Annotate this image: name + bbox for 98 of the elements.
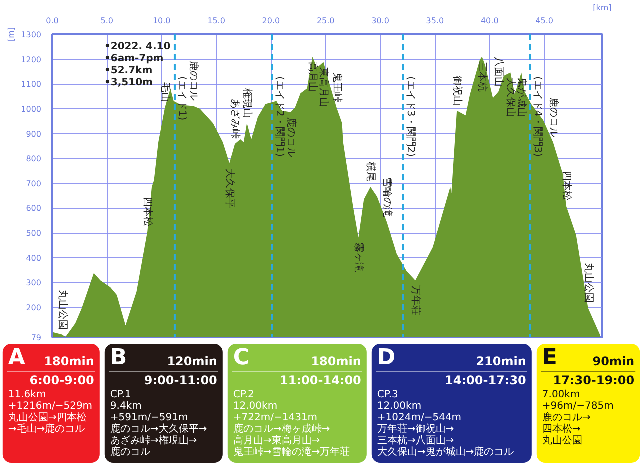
text: 丸山公園 [542, 436, 582, 446]
annotation: 毛山 [160, 82, 172, 103]
x-axis-title: [km] [593, 4, 612, 12]
annotation: •3,510m [104, 78, 153, 88]
category-label: E [542, 346, 558, 370]
y-tick-label: 700 [26, 179, 42, 188]
text: 鹿のコル→ [542, 412, 591, 424]
text: 9:00-11:00 [144, 374, 218, 388]
text: +722m/−1431m [233, 412, 318, 424]
text: 鹿のコル→大久保平→ [110, 424, 208, 435]
text: 14:00-17:30 [445, 374, 526, 388]
annotation: 丸山公園 [56, 290, 69, 330]
annotation: 御祝山 [452, 76, 464, 106]
text: 高月山→東高月山→ [233, 436, 320, 446]
annotation: 高月山 [307, 62, 320, 92]
text: 17:30-19:00 [553, 374, 635, 388]
text: 鬼王峠→雪輪の滝→万年荘 [233, 447, 350, 458]
text: CP.2 [233, 390, 254, 400]
text: 鹿のコル→梅ヶ成峠→ [233, 424, 330, 435]
x-tick-label: 15.0 [208, 16, 226, 26]
y-tick-label: 79 [31, 334, 42, 342]
text: 三本杭→八面山→ [377, 436, 454, 446]
text: 9.4km [110, 401, 142, 412]
y-tick-label: 500 [26, 229, 42, 238]
annotation: 鬼王峠 [331, 72, 344, 103]
annotation: 八面山 [493, 56, 506, 87]
text: CP.3 [377, 390, 398, 400]
text: →毛山→鹿のコル [8, 424, 86, 435]
category-label: D [377, 346, 396, 370]
y-tick-label: 200 [26, 303, 42, 312]
category-label: B [110, 346, 128, 370]
x-tick-label: 40.0 [480, 16, 499, 26]
annotation: 大久保山 [505, 78, 518, 118]
ref-line-label: (エイド2・関門1) [274, 76, 285, 158]
x-tick-label: 35.0 [426, 16, 444, 26]
text: 大久保山→鬼が城山→鹿のコル [377, 447, 514, 458]
x-tick-label: 25.0 [316, 16, 335, 26]
annotation: 四本松 [560, 171, 573, 202]
y-tick-label: 1100 [21, 80, 42, 90]
text: 丸山公園→四本松 [8, 412, 87, 424]
annotation: 鹿のコル [188, 61, 200, 102]
annotation: あざみ峠 [230, 99, 242, 140]
text: CP.1 [110, 390, 132, 400]
annotation: 四本松 [142, 196, 154, 227]
annotation: 鹿のコル [285, 117, 298, 158]
x-tick-label: 10.0 [152, 16, 171, 26]
y-tick-label: 600 [26, 204, 42, 214]
annotation: 横尾 [365, 162, 378, 182]
annotation: 丸山公園 [582, 263, 595, 304]
annotation: •52.7km [104, 66, 153, 76]
ref-line-label: (エイド1) [176, 76, 188, 121]
y-tick-label: 300 [26, 278, 42, 288]
annotation: •2022. 4.10 [104, 42, 171, 52]
annotation: 万年荘 [410, 286, 422, 316]
y-tick-label: 400 [26, 254, 42, 263]
text: 鹿のコル [110, 447, 150, 458]
x-tick-label: 5.0 [100, 16, 114, 26]
text: 6:00-9:00 [30, 374, 94, 388]
category-label: A [8, 346, 26, 370]
text: 11:00-14:00 [280, 374, 362, 388]
annotation: 大久保平 [224, 168, 236, 208]
annotation: 鬼が城山 [516, 78, 528, 118]
y-tick-label: 1300 [21, 30, 42, 40]
text: +1216m/−529m [8, 401, 93, 412]
x-tick-label: 20.0 [262, 16, 280, 26]
annotation: 権現山 [242, 88, 254, 118]
x-tick-label: 45.0 [536, 16, 554, 26]
text: +96m/−785m [542, 401, 614, 412]
annotation: 雪輪の滝 [382, 177, 394, 218]
text: 四本松→ [542, 424, 581, 435]
text: 7.00km [542, 390, 580, 400]
text: 180min [44, 354, 94, 368]
text: あざみ峠→権現山→ [110, 436, 198, 446]
text: 万年荘→御祝山→ [377, 424, 454, 435]
y-tick-label: 1200 [21, 55, 42, 64]
annotation: •6am-7pm [104, 54, 164, 64]
y-axis-title: [m] [7, 27, 16, 42]
annotation: 三本杭 [476, 62, 489, 92]
y-tick-label: 800 [26, 154, 42, 164]
text: 210min [476, 354, 526, 368]
y-tick-label: 900 [26, 130, 42, 139]
text: 11.6km [8, 390, 46, 400]
annotation: 鹿のコル [548, 97, 560, 138]
text: 12.00km [377, 401, 422, 412]
ref-line-label: (エイド3・関門2) [404, 76, 416, 158]
text: 12.00km [233, 401, 278, 412]
category-label: C [233, 346, 250, 370]
text: 120min [167, 354, 218, 368]
ref-line-label: (エイド4・関門3) [532, 76, 543, 158]
y-tick-label: 1000 [21, 104, 42, 114]
text: 90min [592, 354, 635, 368]
x-tick-label: 30.0 [372, 16, 390, 26]
annotation: 東高月山 [318, 67, 330, 108]
text: 180min [311, 354, 362, 368]
text: +591m/−591m [110, 412, 188, 424]
annotation: 霧ヶ滝 [353, 242, 366, 273]
x-tick-label: 0.0 [46, 16, 59, 26]
text: +1024m/−544m [377, 412, 462, 424]
